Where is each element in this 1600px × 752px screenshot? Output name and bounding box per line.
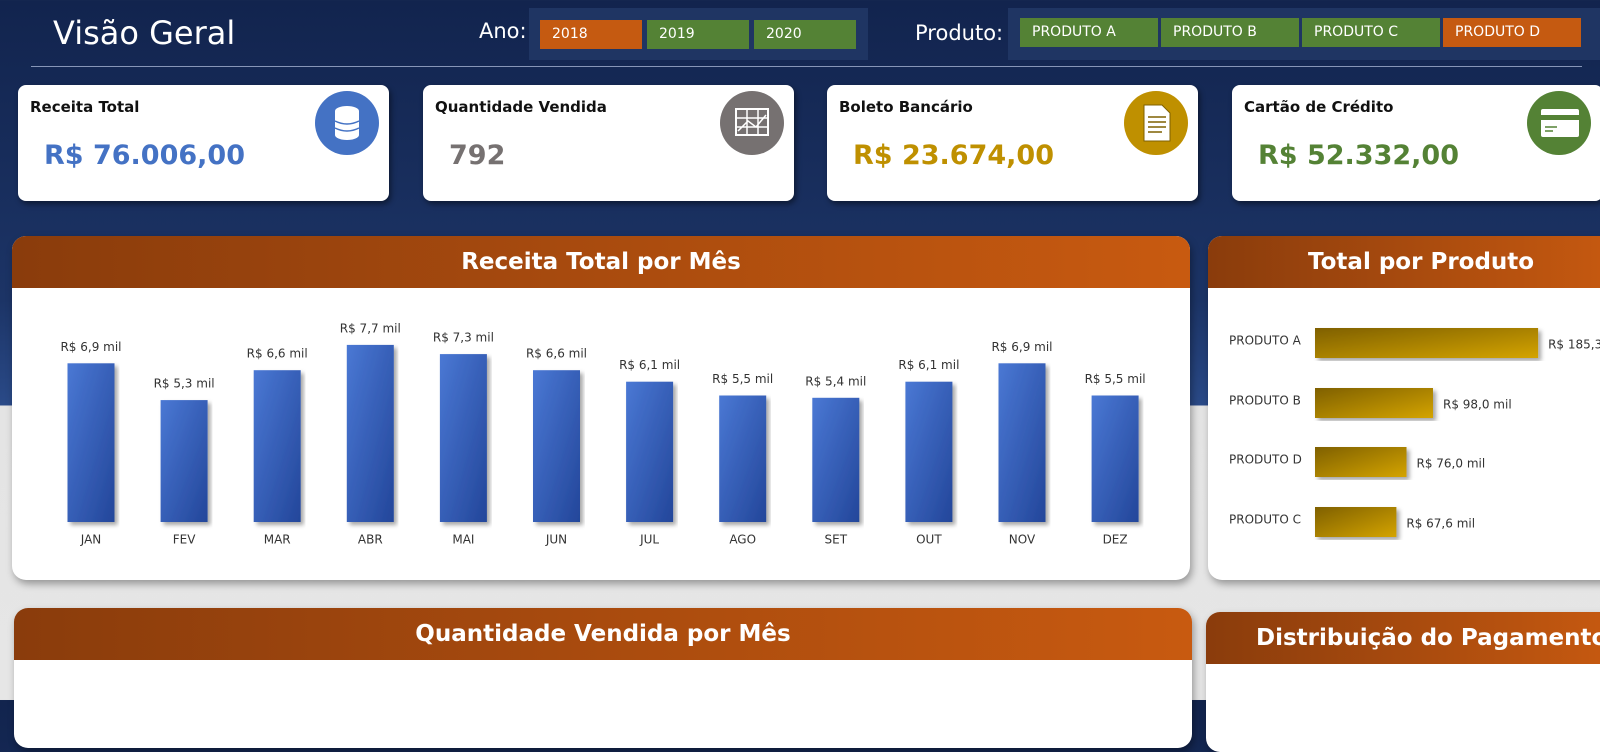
y-tick-label: PRODUTO B [1229, 394, 1301, 408]
y-tick-label: PRODUTO A [1229, 334, 1302, 348]
panel-title: Quantidade Vendida por Mês [14, 608, 1192, 660]
value-label: R$ 6,9 mil [60, 340, 121, 354]
value-label: R$ 7,3 mil [433, 331, 494, 345]
product-label: Produto: [915, 21, 1004, 45]
page-title: Visão Geral [53, 14, 236, 52]
value-label: R$ 5,5 mil [712, 372, 773, 386]
icon-glyph [334, 106, 360, 140]
kpi-card: Boleto Bancário R$ 23.674,00 [827, 85, 1198, 201]
x-tick-label: FEV [173, 533, 196, 547]
value-label: R$ 185,3 mil [1548, 338, 1600, 352]
year-button[interactable]: 2019 [647, 20, 749, 49]
x-tick-label: ABR [358, 533, 383, 547]
bar [1315, 388, 1433, 418]
chart-panel: Total por Produto [1208, 236, 1600, 580]
x-tick-label: JUL [639, 533, 659, 547]
year-button[interactable]: 2020 [754, 20, 856, 49]
bar [253, 370, 301, 522]
charts: R$ 6,9 mil JAN R$ 5,3 mil FEV R$ 6,6 mil MAR R… [60, 321, 1600, 547]
value-label: R$ 6,9 mil [991, 340, 1052, 354]
bar [1315, 507, 1397, 537]
value-label: R$ 6,1 mil [898, 358, 959, 372]
bar [719, 395, 767, 522]
kpi-value: 792 [449, 140, 506, 171]
dashboard: Visão Geral Ano: 2018 2019 2020 Produto: P… [0, 0, 1600, 700]
value-label: R$ 98,0 mil [1443, 398, 1512, 412]
x-tick-label: JAN [80, 533, 102, 547]
panel-title: Total por Produto [1208, 236, 1600, 288]
bar [626, 381, 674, 522]
product-filter: PRODUTO A PRODUTO B PRODUTO C PRODUTO D [1008, 8, 1600, 60]
kpi-card: Receita Total R$ 76.006,00 [18, 85, 389, 201]
x-tick-label: OUT [916, 533, 942, 547]
bar [812, 397, 860, 522]
value-label: R$ 7,7 mil [340, 321, 401, 335]
kpi-icon [720, 91, 784, 155]
value-label: R$ 6,1 mil [619, 358, 680, 372]
product-button[interactable]: PRODUTO C [1302, 18, 1440, 47]
x-tick-label: JUN [545, 533, 567, 547]
kpi-value: R$ 76.006,00 [44, 140, 245, 171]
x-tick-label: SET [825, 533, 848, 547]
kpi-card: Cartão de Crédito R$ 52.332,00 [1232, 85, 1600, 201]
year-button[interactable]: 2018 [540, 20, 642, 49]
year-label: Ano: [479, 19, 527, 43]
x-tick-label: MAI [452, 533, 474, 547]
bar [67, 363, 115, 522]
kpi-title: Quantidade Vendida [435, 98, 607, 116]
panel-title: Receita Total por Mês [12, 236, 1190, 288]
panel-title: Distribuição do Pagamento [1206, 612, 1600, 664]
x-tick-label: NOV [1009, 533, 1036, 547]
value-label: R$ 6,6 mil [247, 347, 308, 361]
kpi-value: R$ 52.332,00 [1258, 140, 1459, 171]
x-tick-label: AGO [729, 533, 756, 547]
bar [346, 344, 394, 522]
value-label: R$ 76,0 mil [1417, 457, 1486, 471]
bar [160, 400, 208, 522]
bar [533, 370, 580, 522]
y-tick-label: PRODUTO D [1229, 453, 1302, 467]
product-button[interactable]: PRODUTO B [1161, 18, 1299, 47]
kpi-card: Quantidade Vendida 792 [423, 85, 794, 201]
product-button[interactable]: PRODUTO A [1020, 18, 1158, 47]
bar [1315, 328, 1539, 358]
icon-glyph [735, 108, 769, 136]
value-label: R$ 5,4 mil [805, 374, 866, 388]
value-label: R$ 67,6 mil [1406, 517, 1475, 531]
x-tick-label: DEZ [1103, 533, 1128, 547]
year-filter: 2018 2019 2020 [529, 8, 868, 60]
kpi-title: Cartão de Crédito [1244, 98, 1394, 116]
kpi-icon [1527, 91, 1591, 155]
value-label: R$ 6,6 mil [526, 347, 587, 361]
bar [905, 381, 953, 522]
bar [1315, 447, 1407, 477]
y-tick-label: PRODUTO C [1229, 513, 1301, 527]
bar [439, 354, 487, 522]
kpi-icon [315, 91, 379, 155]
kpi-value: R$ 23.674,00 [853, 140, 1054, 171]
bar [1091, 395, 1139, 522]
separator [31, 66, 1582, 67]
icon-glyph [1143, 104, 1171, 142]
bar [998, 363, 1046, 522]
kpi-icon [1124, 91, 1188, 155]
kpi-title: Boleto Bancário [839, 98, 973, 116]
icon-glyph [1541, 109, 1579, 137]
chart-panel: Receita Total por Mês [12, 236, 1190, 580]
kpi-title: Receita Total [30, 98, 140, 116]
value-label: R$ 5,5 mil [1085, 372, 1146, 386]
product-button[interactable]: PRODUTO D [1443, 18, 1581, 47]
x-tick-label: MAR [264, 533, 291, 547]
value-label: R$ 5,3 mil [154, 377, 215, 391]
